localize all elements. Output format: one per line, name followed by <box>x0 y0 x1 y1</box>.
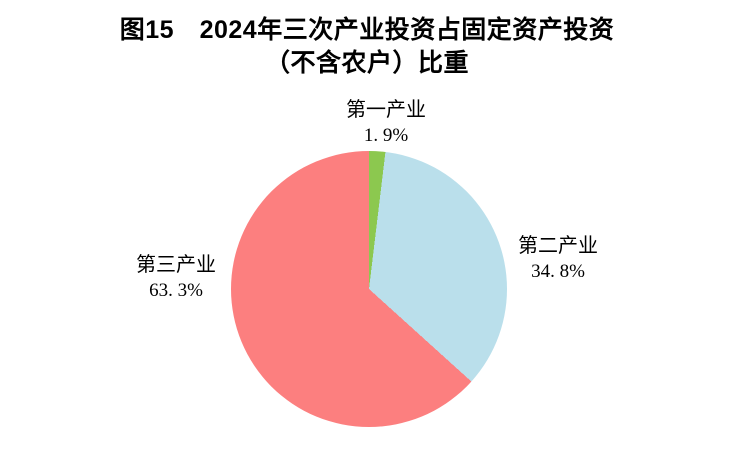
slice-value-primary: 1. 9% <box>363 125 409 146</box>
pie-label-tertiary-industry: 第三产业 63. 3% <box>106 252 246 304</box>
slice-value-tertiary: 63. 3% <box>149 280 203 301</box>
slice-value-secondary: 34. 8% <box>531 261 585 282</box>
pie-chart <box>231 151 507 427</box>
slice-name-primary: 第一产业 <box>346 99 426 121</box>
pie-label-primary-industry: 第一产业 1. 9% <box>316 97 456 149</box>
chart-title-line2: （不含农户）比重 <box>264 49 469 77</box>
slice-name-tertiary: 第三产业 <box>136 254 216 276</box>
slice-name-secondary: 第二产业 <box>518 235 598 257</box>
pie-label-secondary-industry: 第二产业 34. 8% <box>488 233 628 285</box>
chart-title: 图15 2024年三次产业投资占固定资产投资 （不含农户）比重 <box>0 14 734 80</box>
chart-title-line1: 图15 2024年三次产业投资占固定资产投资 <box>119 16 615 44</box>
